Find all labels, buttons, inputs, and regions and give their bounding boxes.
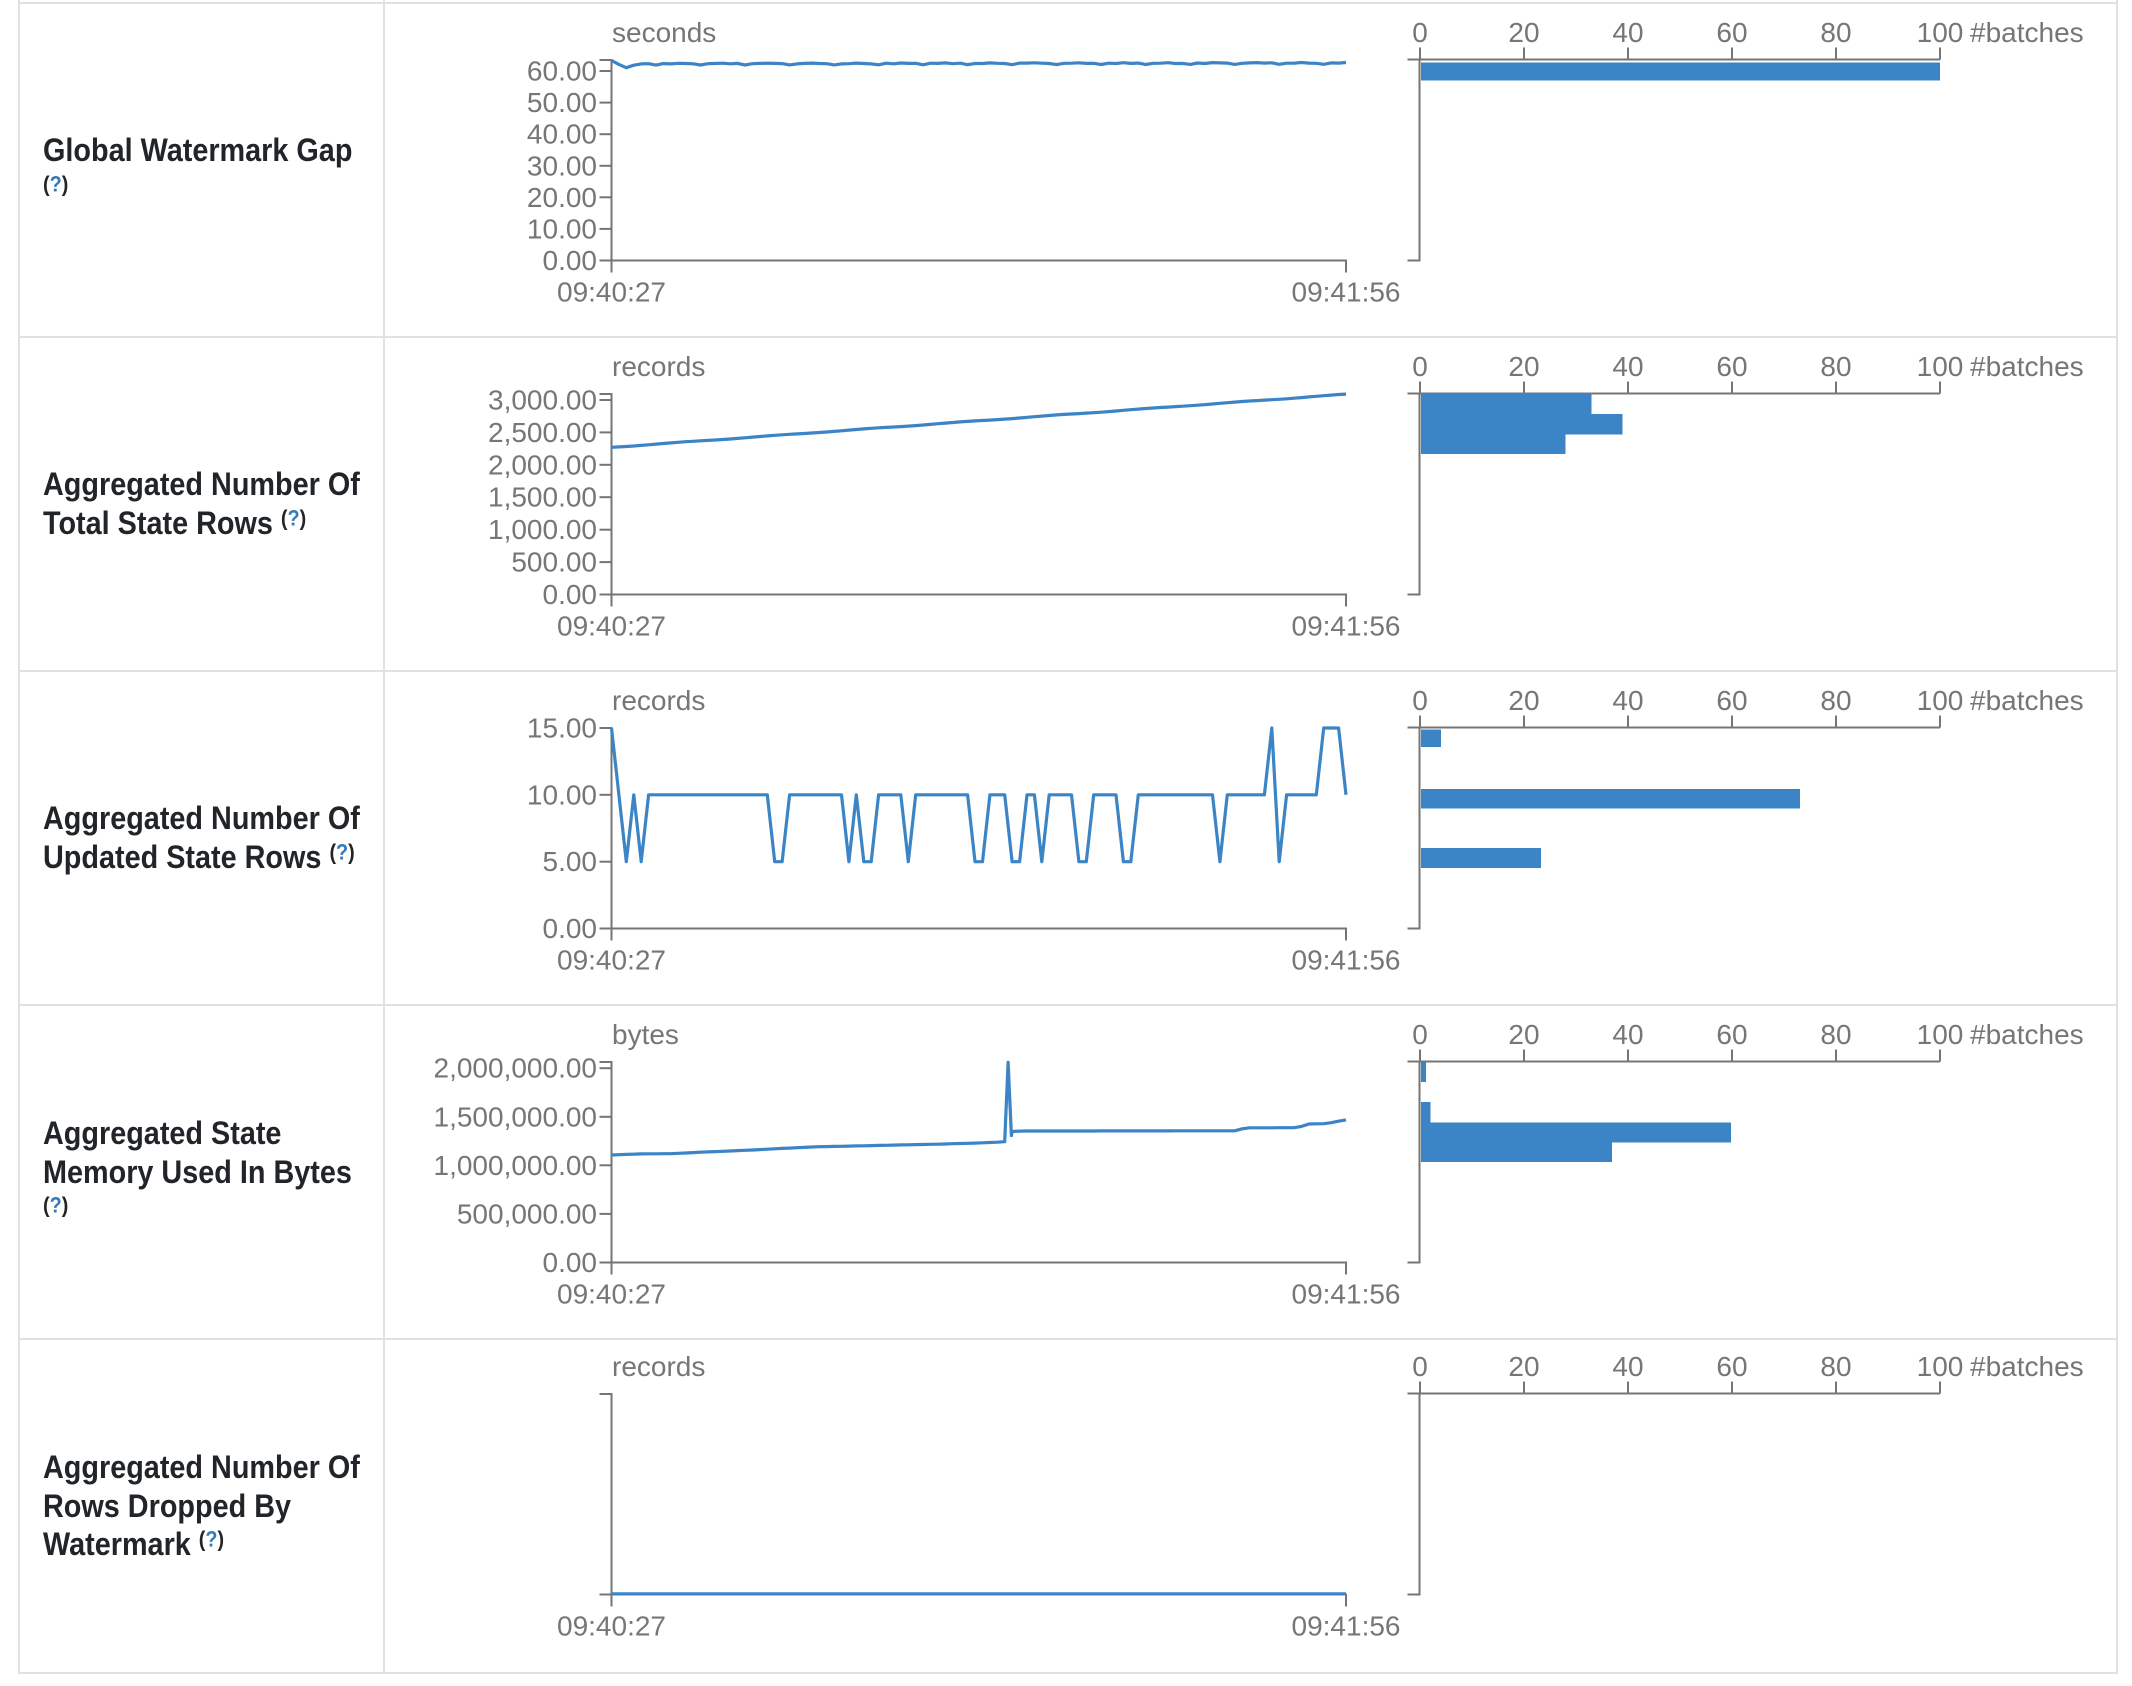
svg-text:2,000,000.00: 2,000,000.00 [434,1052,598,1083]
svg-text:20.00: 20.00 [527,181,597,212]
svg-text:2,000.00: 2,000.00 [488,449,597,480]
svg-text:20: 20 [1508,351,1539,382]
svg-text:20: 20 [1508,1351,1539,1382]
svg-text:100: 100 [1917,1019,1964,1050]
svg-text:80: 80 [1820,1019,1851,1050]
svg-text:0: 0 [1412,1351,1428,1382]
svg-text:bytes: bytes [612,1019,679,1050]
svg-text:500.00: 500.00 [511,546,597,577]
svg-text:09:40:27: 09:40:27 [557,1610,666,1641]
svg-text:0.00: 0.00 [543,579,598,610]
svg-text:09:41:56: 09:41:56 [1292,1610,1401,1641]
svg-text:30.00: 30.00 [527,150,597,181]
svg-text:40: 40 [1612,1019,1643,1050]
svg-text:100: 100 [1917,17,1964,48]
svg-text:1,000.00: 1,000.00 [488,514,597,545]
svg-text:20: 20 [1508,685,1539,716]
svg-text:60: 60 [1716,1019,1747,1050]
svg-text:500,000.00: 500,000.00 [457,1198,597,1229]
svg-text:1,500.00: 1,500.00 [488,481,597,512]
svg-text:60.00: 60.00 [527,55,597,86]
svg-text:#batches: #batches [1970,685,2084,716]
svg-text:09:40:27: 09:40:27 [557,610,666,641]
svg-text:records: records [612,351,705,382]
svg-text:1,500,000.00: 1,500,000.00 [434,1101,598,1132]
svg-text:80: 80 [1820,17,1851,48]
svg-text:09:41:56: 09:41:56 [1292,276,1401,307]
svg-text:2,500.00: 2,500.00 [488,417,597,448]
svg-text:0.00: 0.00 [543,1247,598,1278]
svg-text:60: 60 [1716,351,1747,382]
svg-text:40.00: 40.00 [527,118,597,149]
svg-text:20: 20 [1508,1019,1539,1050]
svg-text:records: records [612,685,705,716]
svg-text:09:40:27: 09:40:27 [557,1278,666,1309]
svg-text:20: 20 [1508,17,1539,48]
svg-text:0.00: 0.00 [543,245,598,276]
svg-text:40: 40 [1612,685,1643,716]
svg-text:09:41:56: 09:41:56 [1292,1278,1401,1309]
svg-text:#batches: #batches [1970,17,2084,48]
svg-text:0.00: 0.00 [543,913,598,944]
svg-text:10.00: 10.00 [527,779,597,810]
svg-text:100: 100 [1917,685,1964,716]
svg-text:40: 40 [1612,1351,1643,1382]
svg-text:09:40:27: 09:40:27 [557,944,666,975]
svg-text:10.00: 10.00 [527,213,597,244]
svg-text:1,000,000.00: 1,000,000.00 [434,1150,598,1181]
svg-text:#batches: #batches [1970,1351,2084,1382]
svg-text:seconds: seconds [612,17,716,48]
svg-text:80: 80 [1820,351,1851,382]
svg-text:09:41:56: 09:41:56 [1292,610,1401,641]
svg-text:80: 80 [1820,685,1851,716]
svg-text:40: 40 [1612,17,1643,48]
svg-text:5.00: 5.00 [543,846,598,877]
svg-text:0: 0 [1412,1019,1428,1050]
svg-text:60: 60 [1716,685,1747,716]
svg-text:records: records [612,1351,705,1382]
svg-text:40: 40 [1612,351,1643,382]
svg-text:0: 0 [1412,351,1428,382]
svg-text:3,000.00: 3,000.00 [488,384,597,415]
svg-text:0: 0 [1412,17,1428,48]
svg-text:09:40:27: 09:40:27 [557,276,666,307]
svg-text:50.00: 50.00 [527,87,597,118]
svg-text:100: 100 [1917,1351,1964,1382]
svg-text:#batches: #batches [1970,1019,2084,1050]
svg-text:15.00: 15.00 [527,712,597,743]
svg-text:0: 0 [1412,685,1428,716]
svg-text:100: 100 [1917,351,1964,382]
svg-text:#batches: #batches [1970,351,2084,382]
svg-text:80: 80 [1820,1351,1851,1382]
svg-text:09:41:56: 09:41:56 [1292,944,1401,975]
svg-text:60: 60 [1716,1351,1747,1382]
svg-text:60: 60 [1716,17,1747,48]
